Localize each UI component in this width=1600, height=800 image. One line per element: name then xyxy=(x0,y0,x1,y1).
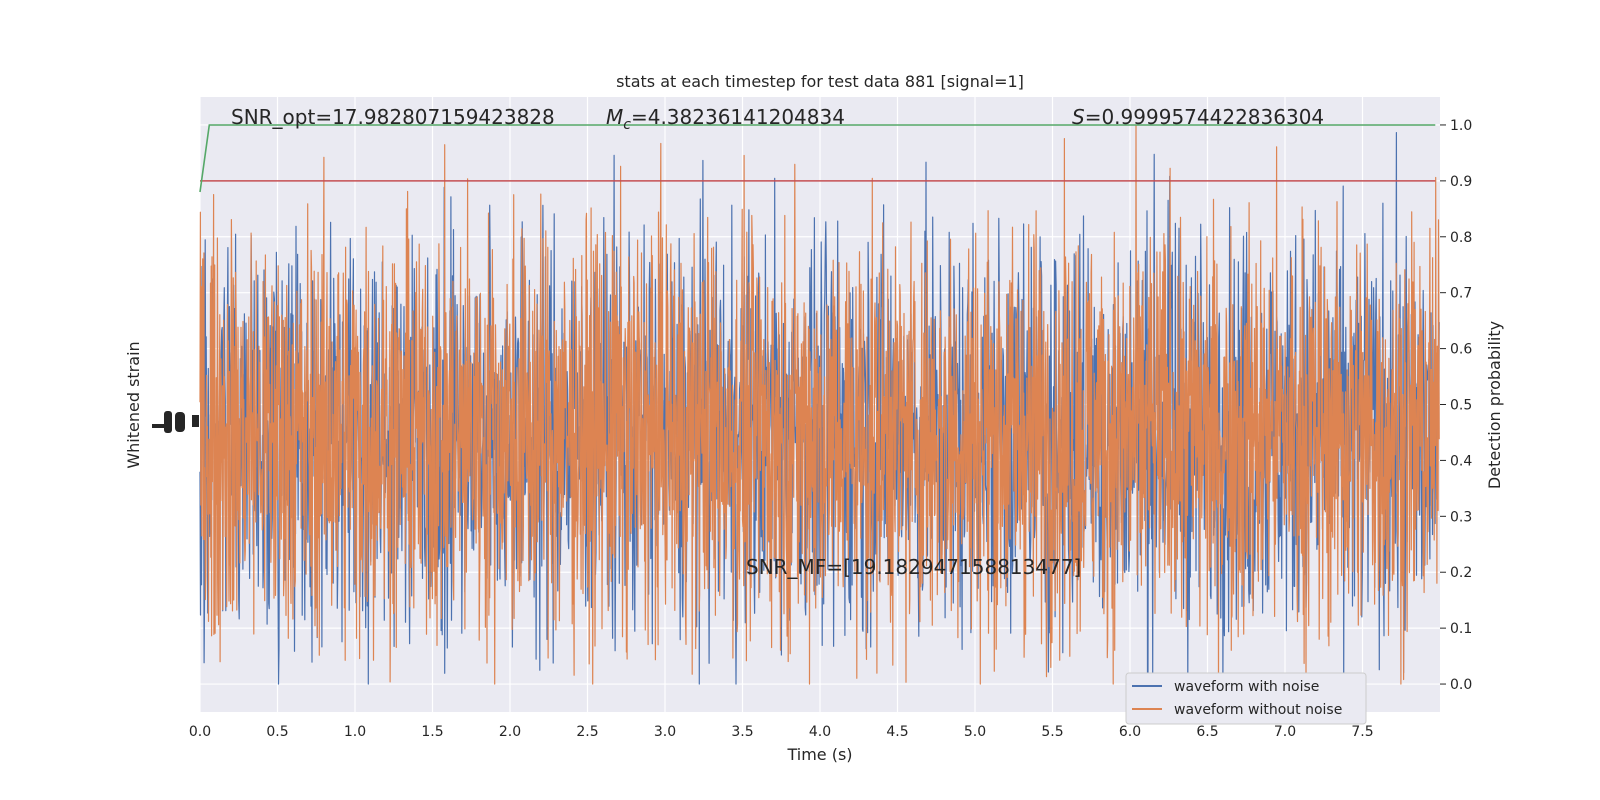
y-right-tick-label: 0.3 xyxy=(1450,509,1472,525)
legend-label-without-noise: waveform without noise xyxy=(1174,702,1342,718)
mc-subscript: c xyxy=(623,117,631,133)
x-tick-label: 3.5 xyxy=(731,724,753,740)
chirp-mass-annotation: Mc=4.38236141204834 xyxy=(606,105,845,133)
x-tick-label: 1.0 xyxy=(344,724,366,740)
s-symbol: S xyxy=(1072,105,1085,129)
x-tick-label: 4.0 xyxy=(809,724,831,740)
legend-label-with-noise: waveform with noise xyxy=(1174,679,1319,695)
mc-value: =4.38236141204834 xyxy=(631,105,845,129)
x-tick-label: 5.0 xyxy=(964,724,986,740)
y-right-tick-labels: 0.0 0.1 0.2 0.3 0.4 0.5 0.6 0.7 0.8 0.9 1.0 xyxy=(1440,118,1472,693)
y-right-tick-label: 0.1 xyxy=(1450,621,1472,637)
waveform-without-noise-series xyxy=(199,125,1440,685)
y-right-tick-label: 0.9 xyxy=(1450,174,1472,190)
legend-box xyxy=(1125,672,1367,725)
y-right-tick-label: 0.8 xyxy=(1450,230,1472,246)
x-tick-label: 2.5 xyxy=(576,724,598,740)
x-tick-label: 6.0 xyxy=(1119,724,1141,740)
y-right-tick-label: 0.0 xyxy=(1450,677,1472,693)
y-left-axis-label: Whitened strain xyxy=(124,341,143,468)
x-axis-label: Time (s) xyxy=(786,745,852,764)
y-right-tick-label: 0.7 xyxy=(1450,286,1472,302)
x-tick-label: 4.5 xyxy=(886,724,908,740)
y-right-tick-label: 1.0 xyxy=(1450,118,1472,134)
detection-probability-line xyxy=(199,124,1436,193)
x-tick-label: 7.5 xyxy=(1351,724,1373,740)
x-tick-labels: 0.0 0.5 1.0 1.5 2.0 2.5 3.0 3.5 4.0 4.5 5.0 5.5 6.0 6… xyxy=(189,724,1374,740)
x-tick-label: 0.0 xyxy=(189,724,211,740)
x-tick-label: 6.5 xyxy=(1196,724,1218,740)
left-tick-blob xyxy=(152,411,199,433)
y-right-tick-label: 0.6 xyxy=(1450,342,1472,358)
x-tick-label: 1.5 xyxy=(421,724,443,740)
chart-title: stats at each timestep for test data 881… xyxy=(616,72,1024,91)
x-tick-label: 7.0 xyxy=(1274,724,1296,740)
x-tick-label: 3.0 xyxy=(654,724,676,740)
s-value: =0.9999574422836304 xyxy=(1085,105,1324,129)
y-right-tick-label: 0.5 xyxy=(1450,398,1472,414)
x-tick-label: 5.5 xyxy=(1041,724,1063,740)
y-right-axis-label: Detection probability xyxy=(1485,321,1504,489)
x-tick-label: 2.0 xyxy=(499,724,521,740)
series-clean-line xyxy=(199,125,1440,685)
s-annotation: S=0.9999574422836304 xyxy=(1072,105,1324,129)
snr-opt-annotation: SNR_opt=17.982807159423828 xyxy=(231,105,555,129)
x-tick-label: 0.5 xyxy=(266,724,288,740)
y-right-tick-label: 0.4 xyxy=(1450,453,1472,469)
legend: waveform with noise waveform without noi… xyxy=(1125,672,1367,725)
mc-symbol: M xyxy=(606,105,623,129)
y-right-tick-label: 0.2 xyxy=(1450,565,1472,581)
probability-lines xyxy=(199,124,1436,193)
snr-mf-annotation: SNR_MF=[19.182947158813477] xyxy=(746,555,1081,579)
